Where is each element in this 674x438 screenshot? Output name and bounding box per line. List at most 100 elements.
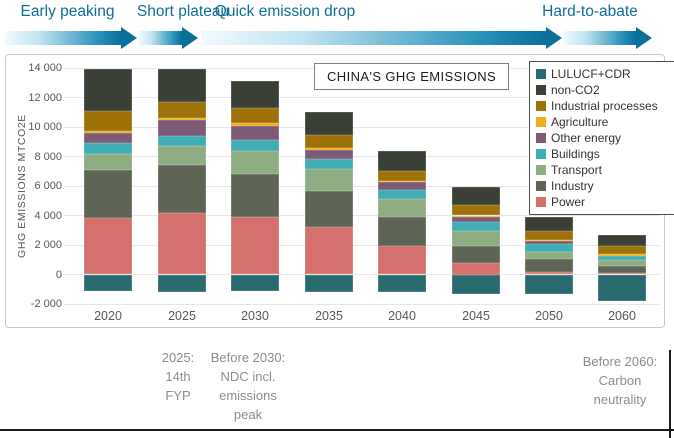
bar-segment-industrial-processes-2045 [452,205,500,216]
phase-label-hard-to-abate: Hard-to-abate [542,3,638,20]
bar-segment-non-co2-2060 [598,235,646,247]
legend: LULUCF+CDR non-CO2 Industrial processes Agr… [529,61,674,215]
bar-segment-non-co2-2030 [231,81,279,108]
gridline [64,185,660,187]
bar-segment-agriculture-2060 [598,254,646,257]
bar-segment-lulucf-cdr-2060 [598,274,646,302]
arrow-body [201,31,546,45]
phase-label-early-peaking: Early peaking [20,3,115,20]
arrow-head-icon [636,27,652,49]
bar-segment-non-co2-2020 [84,69,132,111]
bar-segment-other-energy-2045 [452,216,500,223]
legend-label: Other energy [551,130,622,145]
legend-label: Buildings [551,146,600,161]
annotation-line: FYP [165,388,191,403]
annotation-2025-14th-fyp: 2025: 14th FYP [140,348,216,405]
bar-segment-power-2060 [598,273,646,275]
bar-segment-other-energy-2020 [84,132,132,144]
bar-segment-transport-2030 [231,150,279,175]
bar-segment-lulucf-cdr-2045 [452,274,500,294]
page-bottom-border [0,429,674,431]
bar-segment-buildings-2045 [452,222,500,231]
bar-segment-agriculture-2045 [452,215,500,217]
y-axis-tick-label: 2 000 [34,239,62,251]
bar-segment-industrial-processes-2020 [84,110,132,131]
bar-segment-industrial-processes-2050 [525,230,573,241]
page-right-border [669,350,671,438]
bar-segment-lulucf-cdr-2050 [525,274,573,295]
bar-segment-buildings-2030 [231,139,279,151]
legend-label: non-CO2 [551,82,600,97]
legend-label: Industrial processes [551,98,658,113]
bar-segment-buildings-2025 [158,135,206,147]
legend-swatch-icon [536,116,546,127]
chart-title: CHINA'S GHG EMISSIONS [314,63,510,90]
bar-segment-industry-2020 [84,169,132,219]
legend-swatch-icon [536,180,546,191]
bar-segment-lulucf-cdr-2040 [378,274,426,293]
y-axis-tick-label: 6 000 [34,180,62,192]
bar-segment-power-2035 [305,227,353,275]
legend-item-lulucf-cdr: LULUCF+CDR [536,67,668,81]
bar-segment-buildings-2040 [378,190,426,200]
legend-label: Transport [551,162,602,177]
arrow-head-icon [121,27,137,49]
bar-segment-transport-2060 [598,259,646,267]
phase-arrow-short-plateau-icon [139,27,198,49]
legend-item-other-energy: Other energy [536,131,668,145]
annotation-line: Before 2060: [582,354,658,369]
bar-segment-transport-2045 [452,230,500,247]
annotation-before-2030-ndc: Before 2030: NDC incl. emissions peak [196,348,300,424]
bar-segment-agriculture-2035 [305,148,353,150]
annotation-line: 2025: [161,350,195,365]
gridline [64,244,660,246]
bar-segment-other-energy-2025 [158,120,206,136]
phase-arrow-early-peaking-icon [5,27,137,49]
x-axis-label-2040: 2040 [388,309,416,323]
gridline [64,215,660,216]
bar-segment-other-energy-2030 [231,125,279,140]
arrow-body [564,31,636,45]
phase-label-quick-emission-drop: Quick emission drop [214,3,356,20]
y-axis-tick-label: 10 000 [28,121,62,133]
legend-item-transport: Transport [536,163,668,177]
bar-segment-lulucf-cdr-2030 [231,274,279,292]
bar-segment-agriculture-2020 [84,130,132,133]
bar-segment-power-2050 [525,272,573,275]
legend-swatch-icon [536,84,546,95]
gridline [64,303,660,305]
y-axis-tick-label: 12 000 [28,91,62,104]
annotation-line: 14th [165,369,191,384]
bar-segment-agriculture-2040 [378,180,426,183]
bar-segment-industrial-processes-2040 [378,171,426,181]
gridline [64,126,660,128]
bar-segment-industry-2045 [452,246,500,264]
bar-segment-non-co2-2050 [525,216,573,231]
annotation-line: Carbon [598,373,642,388]
bar-segment-industrial-processes-2025 [158,102,206,119]
bar-segment-industrial-processes-2030 [231,107,279,124]
arrow-body [139,31,182,45]
bar-segment-transport-2025 [158,146,206,166]
x-axis-label-2025: 2025 [168,309,196,323]
arrow-head-icon [546,27,562,49]
legend-item-non-co2: non-CO2 [536,83,668,97]
bar-segment-agriculture-2050 [525,240,573,242]
x-axis-label-2050: 2050 [535,309,563,323]
annotation-line: peak [233,407,263,422]
legend-label: Power [551,194,586,209]
legend-item-industrial-processes: Industrial processes [536,99,668,113]
gridline [64,97,660,98]
bar-segment-power-2040 [378,245,426,275]
bar-segment-agriculture-2030 [231,123,279,126]
y-axis-tick-label: 0 [55,268,62,281]
legend-item-power: Power [536,195,668,209]
bar-segment-transport-2020 [84,153,132,170]
bar-segment-transport-2040 [378,199,426,217]
bar-segment-non-co2-2035 [305,112,353,136]
bar-segment-power-2030 [231,216,279,275]
bar-segment-transport-2035 [305,169,353,192]
x-axis-label-2020: 2020 [94,309,122,323]
bar-segment-industry-2040 [378,216,426,246]
x-axis-label-2035: 2035 [315,309,343,323]
